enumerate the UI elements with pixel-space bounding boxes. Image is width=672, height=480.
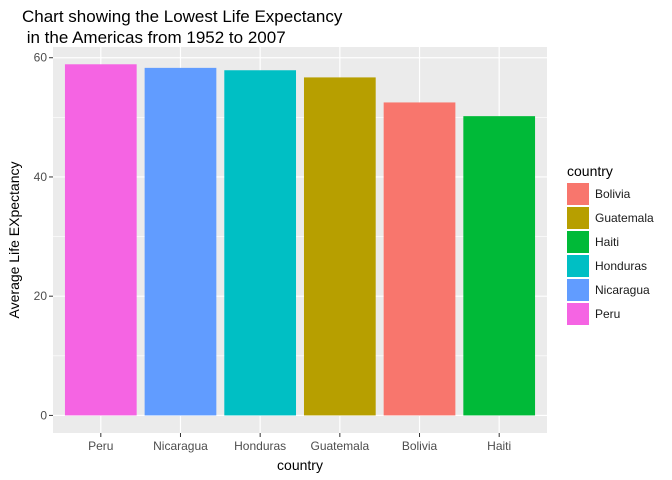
x-tick-label: Honduras bbox=[234, 439, 286, 453]
x-axis-title: country bbox=[277, 457, 323, 473]
legend-label: Honduras bbox=[595, 259, 648, 273]
x-axis-ticks: Peru Nicaragua Honduras Guatemala Bolivia Hai… bbox=[88, 433, 511, 453]
bars bbox=[64, 64, 536, 416]
y-tick-label: 0 bbox=[40, 408, 47, 422]
legend-title: country bbox=[567, 163, 613, 179]
legend-label: Peru bbox=[595, 307, 621, 321]
y-tick-label: 20 bbox=[34, 289, 48, 303]
y-tick-label: 40 bbox=[34, 170, 48, 184]
legend-item-haiti: Haiti bbox=[567, 230, 654, 254]
legend-key bbox=[567, 255, 589, 277]
legend-key bbox=[567, 207, 589, 229]
legend-item-guatemala: Guatemala bbox=[567, 206, 654, 230]
x-tick-label: Bolivia bbox=[402, 439, 438, 453]
x-tick-label: Peru bbox=[88, 439, 113, 453]
legend-item-bolivia: Bolivia bbox=[567, 182, 654, 206]
legend-label: Guatemala bbox=[595, 211, 654, 225]
bar-peru bbox=[64, 64, 137, 416]
x-tick-label: Guatemala bbox=[310, 439, 369, 453]
x-tick-label: Haiti bbox=[487, 439, 511, 453]
legend-label: Nicaragua bbox=[595, 283, 650, 297]
bar-honduras bbox=[224, 70, 297, 416]
legend-item-honduras: Honduras bbox=[567, 254, 654, 278]
legend-label: Bolivia bbox=[595, 187, 631, 201]
y-axis-ticks: 0 20 40 60 bbox=[34, 51, 53, 422]
x-tick-label: Nicaragua bbox=[153, 439, 208, 453]
bar-bolivia bbox=[383, 102, 456, 416]
y-tick-label: 60 bbox=[34, 51, 48, 65]
legend-item-peru: Peru bbox=[567, 302, 654, 326]
bar-guatemala bbox=[303, 77, 376, 416]
legend-key bbox=[567, 231, 589, 253]
bar-nicaragua bbox=[144, 67, 217, 416]
legend-item-nicaragua: Nicaragua bbox=[567, 278, 654, 302]
bar-haiti bbox=[463, 116, 536, 416]
legend: country Bolivia Guatemala Haiti Honduras Nic… bbox=[567, 163, 654, 326]
legend-label: Haiti bbox=[595, 235, 620, 249]
y-axis-title: Average Life EXpectancy bbox=[6, 162, 22, 319]
chart-title: Chart showing the Lowest Life Expectancy… bbox=[22, 7, 343, 47]
legend-key bbox=[567, 303, 589, 325]
legend-key bbox=[567, 279, 589, 301]
legend-key bbox=[567, 183, 589, 205]
